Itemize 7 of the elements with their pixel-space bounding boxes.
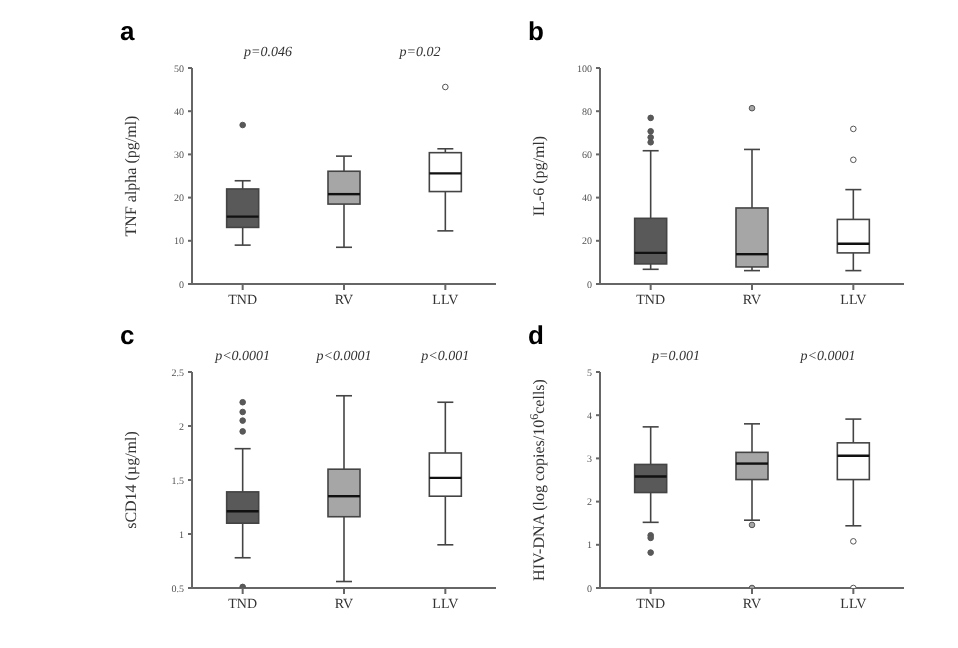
- chart-title: c: [120, 320, 135, 350]
- y-axis-title: TNF alpha (pg/ml): [122, 114, 140, 237]
- chart-title: b: [528, 16, 544, 46]
- chart-title: a: [120, 16, 135, 46]
- chart-title: d: [528, 320, 544, 350]
- y-axis-title: sCD14 (µg/ml): [122, 430, 140, 529]
- y-axis-title: IL-6 (pg/ml): [530, 135, 548, 217]
